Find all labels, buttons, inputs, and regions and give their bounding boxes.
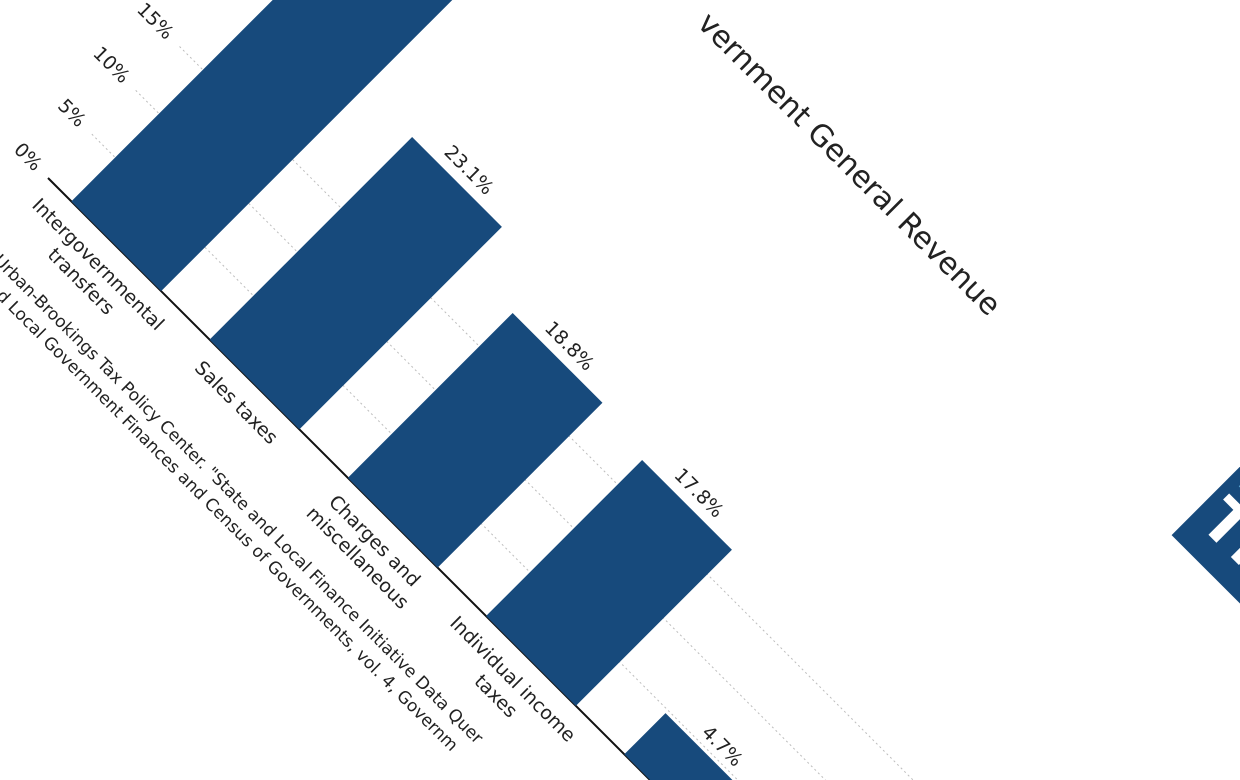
bar <box>486 459 732 706</box>
y-tick-label: 5% <box>53 95 90 132</box>
x-axis <box>47 177 1110 780</box>
y-tick-label: 15% <box>132 0 177 44</box>
bar <box>347 312 603 568</box>
grid-line <box>91 133 1153 780</box>
grid-line <box>179 46 1240 780</box>
y-tick-label: 10% <box>88 42 133 87</box>
logo-box <box>1171 423 1240 656</box>
y-tick-label: 0% <box>9 139 46 176</box>
chart-title: vernment General Revenue <box>690 6 1007 323</box>
bar <box>209 137 502 430</box>
bar <box>624 713 756 780</box>
grid-line <box>135 89 1197 780</box>
bar <box>71 0 476 292</box>
